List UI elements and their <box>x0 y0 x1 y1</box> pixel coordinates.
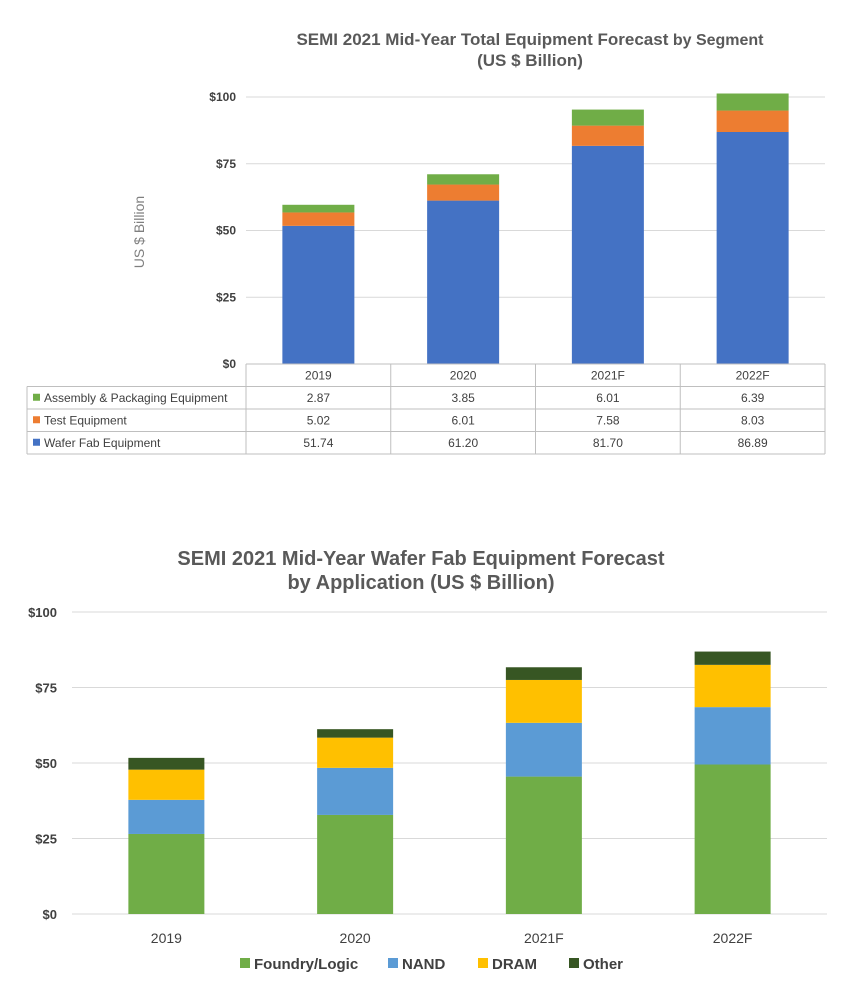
chart1-title-suffix: by Segment <box>668 32 764 49</box>
chart1-title-line2: (US $ Billion) <box>477 51 583 70</box>
chart1-title-line1: SEMI 2021 Mid-Year Total Equipment Forec… <box>296 30 764 49</box>
chart1-table-value: 51.74 <box>303 436 333 450</box>
chart1-bar-segment <box>427 174 500 185</box>
chart1-bar-segment <box>282 204 355 213</box>
chart2-bar-segment <box>317 814 394 914</box>
chart1-ytick-label: $25 <box>216 290 236 304</box>
chart2-bar-segment <box>128 757 205 770</box>
chart2-category-label: 2019 <box>151 930 182 946</box>
chart1-y-axis-label: US $ Billion <box>131 196 147 268</box>
chart2-legend-key <box>478 958 488 968</box>
chart1-bar-segment <box>571 145 644 364</box>
chart1-category-label: 2022F <box>736 368 770 382</box>
chart1-table-value: 5.02 <box>307 413 331 427</box>
chart2-bar-segment <box>694 664 771 708</box>
chart1-legend-key <box>33 393 40 401</box>
chart2-category-label: 2021F <box>524 930 564 946</box>
chart1-table-value: 61.20 <box>448 436 478 450</box>
chart2-legend-label: DRAM <box>492 956 537 973</box>
chart1-ytick-label: $50 <box>216 224 236 238</box>
chart2-bar-segment <box>694 707 771 765</box>
chart2-bar-segment <box>128 799 205 834</box>
chart1-table-value: 7.58 <box>596 413 620 427</box>
chart1-table-value: 6.01 <box>596 391 620 405</box>
chart2-category-label: 2020 <box>340 930 371 946</box>
chart1-bar-segment <box>282 225 355 364</box>
chart2-bar-segment <box>128 769 205 800</box>
chart1-bar-segment <box>427 184 500 201</box>
segment-forecast-chart: SEMI 2021 Mid-Year Total Equipment Forec… <box>26 30 826 455</box>
chart1-bar-segment <box>571 109 644 126</box>
chart2-ytick-label: $0 <box>43 907 57 922</box>
chart2-bar-segment <box>694 651 771 665</box>
chart1-bar-segment <box>571 125 644 146</box>
chart1-table-value: 6.01 <box>451 413 475 427</box>
chart1-category-label: 2021F <box>591 368 625 382</box>
chart2-bar-segment <box>505 722 582 777</box>
chart1-table-value: 6.39 <box>741 391 765 405</box>
chart2-ytick-label: $50 <box>35 756 57 771</box>
chart1-category-label: 2020 <box>450 368 477 382</box>
chart1-table-value: 81.70 <box>593 436 623 450</box>
chart1-bar-segment <box>427 200 500 364</box>
chart1-table-value: 2.87 <box>307 391 331 405</box>
chart2-bar-segment <box>317 729 394 738</box>
chart1-bar-segment <box>716 93 789 111</box>
chart1-ytick-label: $0 <box>223 357 237 371</box>
chart1-bar-segment <box>716 132 789 364</box>
chart2-category-label: 2022F <box>713 930 753 946</box>
chart1-table-value: 3.85 <box>451 391 475 405</box>
chart2-bar-segment <box>505 776 582 914</box>
chart1-legend-key <box>33 438 40 446</box>
chart1-category-label: 2019 <box>305 368 332 382</box>
chart2-bar-segment <box>694 764 771 914</box>
chart2-ytick-label: $75 <box>35 681 57 696</box>
chart2-legend-label: Foundry/Logic <box>254 956 358 973</box>
chart2-legend-key <box>569 958 579 968</box>
chart1-series-name: Test Equipment <box>44 413 127 427</box>
chart1-table-value: 86.89 <box>738 436 768 450</box>
chart2-legend-key <box>388 958 398 968</box>
chart1-bar-segment <box>716 110 789 133</box>
chart1-ytick-label: $100 <box>209 90 236 104</box>
chart2-legend-label: Other <box>583 956 623 973</box>
chart2-title-line2: by Application (US $ Billion) <box>287 572 554 594</box>
chart2-bar-segment <box>317 737 394 768</box>
chart1-series-name: Assembly & Packaging Equipment <box>44 391 228 405</box>
chart1-series-name: Wafer Fab Equipment <box>44 436 161 450</box>
chart2-bar-segment <box>317 767 394 815</box>
chart2-legend-key <box>240 958 250 968</box>
chart2-bar-segment <box>505 667 582 680</box>
chart2-legend-label: NAND <box>402 956 445 973</box>
chart1-table-value: 8.03 <box>741 413 765 427</box>
chart2-ytick-label: $25 <box>35 832 57 847</box>
chart1-ytick-label: $75 <box>216 157 236 171</box>
chart2-ytick-label: $100 <box>28 605 57 620</box>
chart2-bar-segment <box>505 679 582 723</box>
chart1-legend-key <box>33 416 40 424</box>
chart2-bar-segment <box>128 833 205 914</box>
chart2-title-line1: SEMI 2021 Mid-Year Wafer Fab Equipment F… <box>177 548 665 570</box>
chart1-bar-segment <box>282 212 355 226</box>
